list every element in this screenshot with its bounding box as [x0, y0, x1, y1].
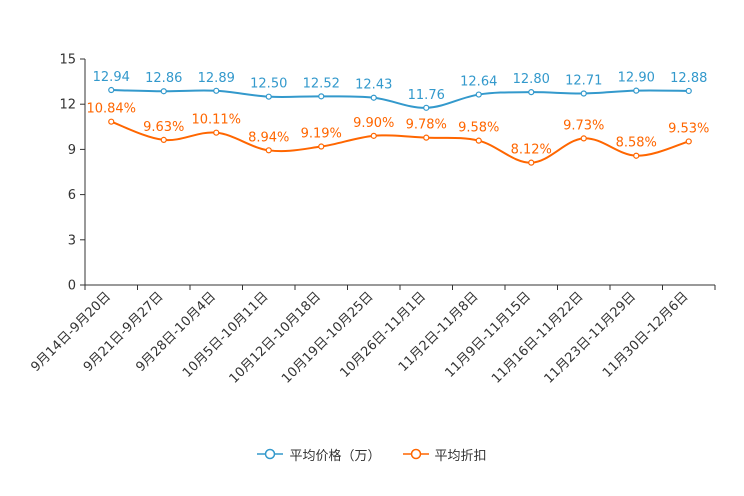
legend-discount-label: 平均折扣: [434, 448, 487, 464]
data-label-discount: 8.58%: [616, 136, 657, 151]
legend-item-price[interactable]: 平均价格（万）: [257, 445, 381, 464]
data-point-discount: [528, 159, 535, 166]
y-tick-label: 15: [59, 53, 76, 68]
data-label-discount: 9.73%: [563, 118, 604, 133]
data-label-discount: 9.19%: [301, 127, 342, 142]
data-point-price: [370, 94, 377, 101]
data-point-discount: [370, 132, 377, 139]
data-label-price: 12.43: [355, 78, 392, 93]
y-tick-label: 0: [68, 279, 76, 294]
data-label-discount: 8.12%: [511, 143, 552, 158]
data-point-discount: [265, 147, 272, 154]
x-tick-label: 10月19日-10月25日: [279, 289, 376, 386]
data-point-discount: [580, 135, 587, 142]
legend-discount-circle: [410, 448, 421, 460]
data-point-discount: [318, 143, 325, 150]
data-point-discount: [685, 138, 692, 145]
legend-price-marker-icon: [257, 448, 284, 460]
data-label-discount: 9.63%: [143, 120, 184, 135]
chart-legend: 平均价格（万） 平均折扣: [0, 442, 744, 466]
data-point-discount: [423, 134, 430, 141]
data-label-price: 12.52: [303, 76, 340, 91]
x-tick-label: 10月12日-10月18日: [227, 289, 324, 386]
data-point-price: [423, 104, 430, 111]
data-label-price: 12.86: [145, 71, 182, 86]
data-point-price: [318, 93, 325, 100]
data-label-discount: 8.94%: [248, 130, 289, 145]
data-label-discount: 10.11%: [191, 113, 241, 128]
data-point-price: [685, 87, 692, 95]
series-line-discount: [110, 120, 690, 164]
data-label-price: 12.50: [250, 77, 287, 92]
data-label-price: 12.71: [565, 74, 602, 89]
data-label-price: 12.88: [670, 71, 707, 86]
x-tick-label: 11月16日-11月22日: [489, 289, 586, 386]
x-tick-label: 11月23日-11月29日: [542, 289, 639, 386]
data-label-discount: 9.58%: [458, 121, 499, 136]
data-point-discount: [213, 129, 220, 136]
legend-price-circle: [265, 448, 276, 460]
y-tick-label: 9: [68, 143, 76, 158]
data-label-price: 12.89: [198, 71, 235, 86]
data-label-price: 12.94: [93, 70, 130, 85]
line-chart: 036912159月14日-9月20日9月21日-9月27日9月28日-10月4…: [28, 53, 716, 387]
data-point-price: [580, 90, 587, 97]
data-point-discount: [633, 152, 640, 159]
series-line-price: [111, 89, 689, 109]
data-label-discount: 10.84%: [86, 102, 136, 117]
legend-item-discount[interactable]: 平均折扣: [402, 445, 487, 464]
data-point-discount: [160, 136, 167, 144]
legend-discount-marker-icon: [402, 448, 429, 460]
data-label-discount: 9.90%: [353, 116, 394, 131]
data-point-price: [160, 88, 167, 95]
data-label-discount: 9.53%: [668, 121, 709, 136]
data-point-price: [265, 93, 272, 100]
data-label-price: 11.76: [408, 88, 445, 103]
data-point-price: [213, 87, 220, 94]
legend-price-label: 平均价格（万）: [289, 448, 381, 464]
y-tick-label: 6: [68, 188, 76, 203]
y-tick-label: 12: [59, 98, 76, 113]
data-point-price: [475, 91, 482, 98]
data-point-discount: [475, 137, 482, 144]
data-point-price: [633, 87, 640, 94]
data-label-price: 12.80: [513, 72, 550, 87]
data-label-discount: 9.78%: [406, 118, 447, 133]
data-label-price: 12.90: [618, 71, 655, 86]
data-point-discount: [108, 118, 115, 125]
data-label-price: 12.64: [460, 75, 497, 90]
data-point-price: [108, 86, 115, 94]
y-tick-label: 3: [68, 233, 76, 248]
data-point-price: [528, 89, 535, 96]
